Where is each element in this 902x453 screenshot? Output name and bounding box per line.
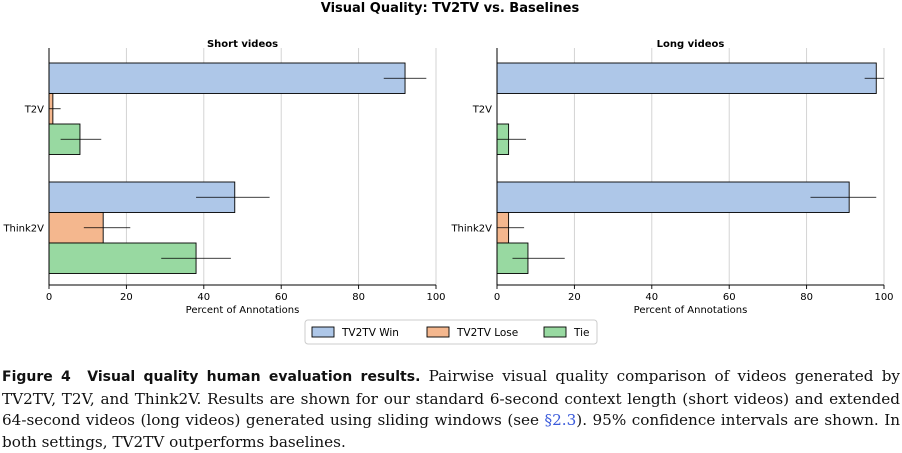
bar-tv2tv-win [496, 62, 877, 94]
figure: Visual Quality: TV2TV vs. Baselines Shor… [2, 1, 894, 345]
legend-swatch-tie [543, 326, 567, 338]
legend-label: TV2TV Lose [456, 327, 518, 339]
y-tick-label: Think2V [2, 223, 44, 234]
x-tick-label: 80 [800, 292, 813, 303]
x-axis-label: Percent of Annotations [186, 305, 300, 316]
legend-label: TV2TV Win [341, 327, 399, 339]
x-tick-label: 100 [874, 292, 893, 303]
x-tick-label: 40 [197, 292, 210, 303]
caption-text-after: ). 95% confidence intervals are shown. I… [2, 411, 900, 451]
figure-caption: Figure 4 Visual quality human evaluation… [2, 366, 900, 453]
legend-frame [304, 319, 598, 345]
x-tick-label: 40 [645, 292, 658, 303]
x-tick-label: 0 [46, 292, 52, 303]
y-tick-label: T2V [472, 104, 492, 115]
x-tick-label: 20 [568, 292, 581, 303]
caption-label: Figure 4 [2, 369, 71, 385]
legend-swatch-tv2tv-lose [426, 326, 450, 338]
caption-title: Visual quality human evaluation results. [87, 369, 421, 385]
legend-label: Tie [573, 327, 589, 339]
panel-short-videos: Short videos 0 20 40 60 80 100 T2V Think2V Percen… [2, 39, 445, 316]
x-tick-label: 100 [426, 292, 445, 303]
chart-title: Visual Quality: TV2TV vs. Baselines [321, 1, 580, 16]
bar-tv2tv-win [496, 181, 850, 213]
legend-swatch-tv2tv-win [311, 326, 335, 338]
x-tick-label: 80 [352, 292, 365, 303]
x-axis-label: Percent of Annotations [634, 305, 748, 316]
bar-chart: Visual Quality: TV2TV vs. Baselines Shor… [2, 1, 894, 345]
section-link[interactable]: §2.3 [544, 411, 577, 430]
y-tick-label: T2V [24, 104, 44, 115]
x-tick-label: 60 [723, 292, 736, 303]
x-tick-label: 60 [275, 292, 288, 303]
y-tick-label: Think2V [450, 223, 492, 234]
caption-text-before: Pairwise visual quality comparison of vi… [2, 367, 901, 430]
legend: TV2TV Win TV2TV Lose Tie [304, 319, 598, 345]
panel-title: Short videos [207, 39, 278, 50]
panel-long-videos: Long videos 0 20 40 60 80 100 T2V Think2V Percent… [450, 39, 893, 316]
bar-tv2tv-win [48, 62, 406, 94]
panel-title: Long videos [657, 39, 725, 50]
x-tick-label: 0 [494, 292, 500, 303]
x-tick-label: 20 [120, 292, 133, 303]
